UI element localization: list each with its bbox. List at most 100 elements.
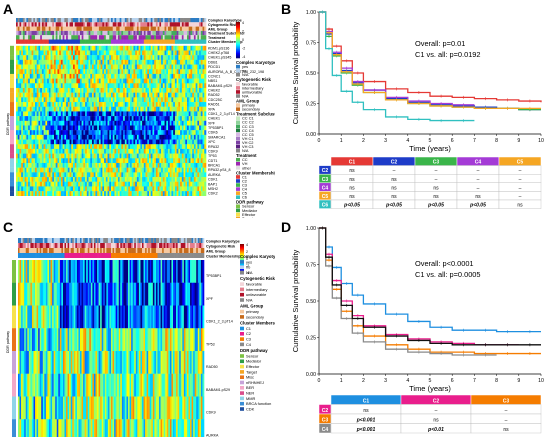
heatmap-cell bbox=[26, 167, 29, 173]
annotation-cell bbox=[36, 35, 39, 40]
heatmap-cell bbox=[59, 87, 62, 93]
heatmap-cell bbox=[104, 144, 107, 150]
annotation-cell bbox=[100, 26, 103, 31]
annotation-cell bbox=[86, 238, 89, 243]
annotation-cell bbox=[86, 248, 89, 253]
heatmap-cell bbox=[152, 73, 155, 79]
annotation-cell bbox=[179, 248, 182, 253]
heatmap-cell bbox=[121, 186, 124, 192]
heatmap-cell bbox=[41, 73, 44, 79]
annotation-cell bbox=[76, 30, 79, 36]
annotation-cell bbox=[195, 30, 198, 36]
heatmap-cell bbox=[79, 144, 82, 150]
heatmap-cell bbox=[45, 50, 48, 56]
annotation-cell bbox=[81, 30, 84, 36]
legend-item-label: other bbox=[242, 165, 252, 170]
heatmap-cell bbox=[43, 130, 46, 136]
heatmap-cell bbox=[149, 167, 152, 173]
heatmap-cell bbox=[162, 144, 165, 150]
heatmap-cell bbox=[33, 111, 36, 117]
annotation-cell bbox=[81, 238, 84, 243]
heatmap-cell bbox=[143, 177, 146, 182]
heatmap-cell bbox=[154, 172, 157, 178]
heatmap-cell bbox=[126, 186, 129, 192]
heatmap-cell bbox=[26, 78, 29, 84]
heatmap-cell bbox=[142, 177, 145, 182]
annotation-cell bbox=[199, 238, 202, 243]
heatmap-cell bbox=[57, 111, 60, 117]
heatmap-cell bbox=[200, 153, 203, 159]
heatmap-cell bbox=[69, 111, 72, 117]
annotation-cell bbox=[95, 238, 98, 243]
panel-a-colorbar: 420-2-4 bbox=[236, 21, 245, 59]
heatmap-cell bbox=[143, 92, 146, 98]
annotation-cell bbox=[164, 22, 167, 27]
annotation-cell bbox=[128, 18, 131, 23]
heatmap-cell bbox=[147, 167, 150, 173]
heatmap-cell bbox=[145, 83, 148, 89]
heatmap-cell bbox=[29, 172, 32, 178]
heatmap-cell bbox=[138, 191, 141, 196]
heatmap-cell bbox=[24, 158, 27, 164]
heatmap-cell bbox=[168, 78, 171, 84]
heatmap-cell bbox=[143, 162, 146, 168]
annotation-cell bbox=[193, 39, 196, 44]
heatmap-cell bbox=[135, 153, 138, 159]
heatmap-cell bbox=[102, 102, 105, 107]
heatmap-cell bbox=[17, 83, 20, 89]
heatmap-cell bbox=[173, 177, 176, 182]
heatmap-cell bbox=[111, 45, 114, 51]
annotation-cell bbox=[90, 248, 93, 253]
annotation-cell bbox=[57, 26, 60, 31]
heatmap-cell bbox=[74, 125, 77, 131]
heatmap-cell bbox=[60, 102, 63, 107]
annotation-cell bbox=[188, 22, 191, 27]
heatmap-cell bbox=[112, 92, 115, 98]
heatmap-cell bbox=[54, 191, 57, 196]
annotation-cell bbox=[78, 30, 81, 36]
heatmap-cell bbox=[126, 158, 129, 164]
annotation-cell bbox=[67, 26, 70, 31]
heatmap-cell bbox=[119, 172, 122, 178]
heatmap-cell bbox=[97, 172, 100, 178]
heatmap-cell bbox=[83, 186, 86, 192]
heatmap-cell bbox=[69, 83, 72, 89]
heatmap-cell bbox=[76, 148, 79, 154]
colorbar-swatch bbox=[236, 38, 240, 40]
annotation-cell bbox=[35, 30, 38, 36]
heatmap-cell bbox=[17, 172, 20, 178]
heatmap-cell bbox=[31, 158, 34, 164]
heatmap-cell bbox=[190, 111, 193, 117]
heatmap-cell bbox=[142, 92, 145, 98]
heatmap-cell bbox=[16, 181, 19, 187]
heatmap-cell bbox=[204, 106, 207, 112]
heatmap-cell bbox=[40, 45, 43, 51]
heatmap-cell bbox=[159, 162, 162, 168]
heatmap-cell bbox=[90, 144, 93, 150]
annotation-cell bbox=[173, 18, 176, 23]
heatmap-cell bbox=[140, 111, 143, 117]
heatmap-cell bbox=[130, 111, 133, 117]
panel-a-protein-labels: KDM1.pS136CHEK2.pT68CHEK1.pS345DDB1PDCD1… bbox=[208, 46, 264, 195]
heatmap-cell bbox=[52, 55, 55, 61]
heatmap-cell bbox=[104, 153, 107, 159]
heatmap-cell bbox=[171, 69, 174, 75]
heatmap-cell bbox=[104, 167, 107, 173]
annotation-cell bbox=[178, 18, 181, 23]
heatmap-cell bbox=[100, 111, 103, 117]
annotation-cell bbox=[178, 30, 181, 36]
annotation-cell bbox=[81, 39, 84, 44]
heatmap-cell bbox=[107, 130, 110, 136]
protein-label: CDT1 bbox=[208, 159, 217, 163]
heatmap-cell bbox=[136, 50, 139, 56]
annotation-cell bbox=[49, 238, 51, 243]
annotation-cell bbox=[159, 39, 162, 44]
heatmap-cell bbox=[86, 186, 89, 192]
annotation-cell bbox=[155, 18, 158, 23]
heatmap-cell bbox=[180, 78, 183, 84]
heatmap-cell bbox=[73, 167, 76, 173]
annotation-cell bbox=[75, 238, 78, 243]
heatmap-cell bbox=[185, 83, 188, 89]
annotation-cell bbox=[67, 18, 70, 23]
annotation-cell bbox=[55, 243, 58, 248]
